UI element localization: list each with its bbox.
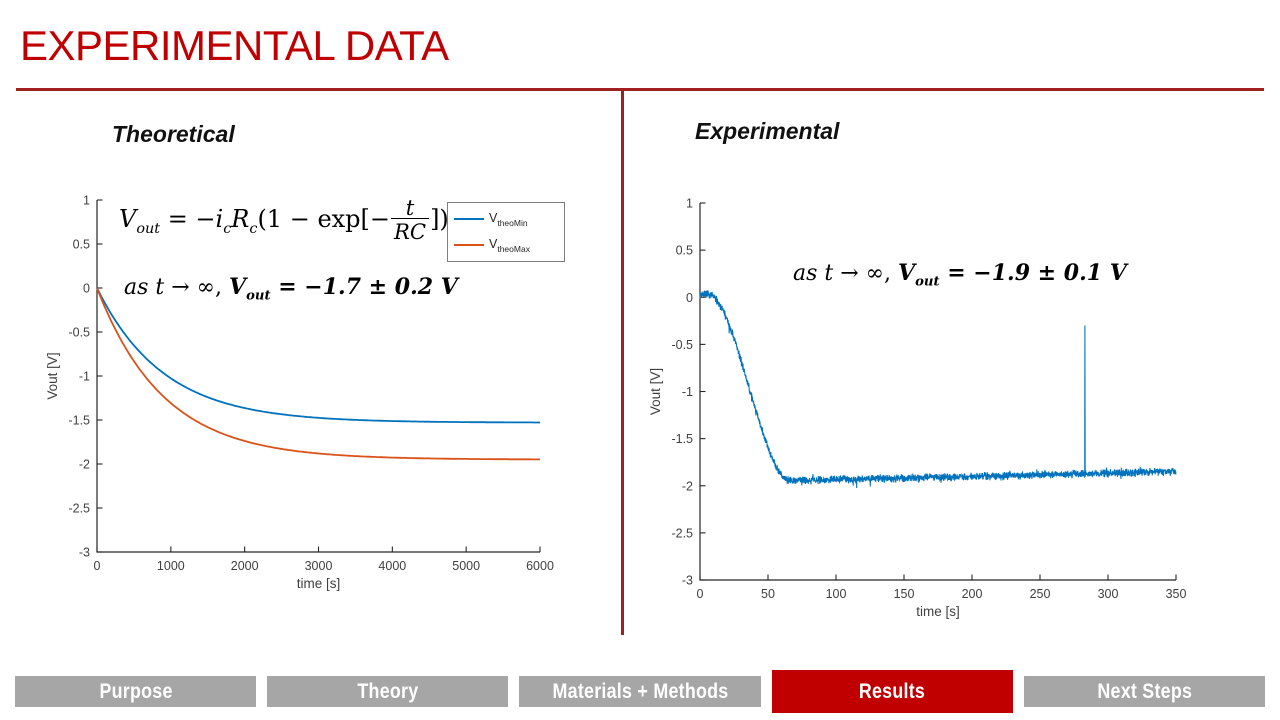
y-tick-label: -0.5 <box>68 326 90 340</box>
x-tick-label: 350 <box>1166 587 1187 601</box>
fraction: t RC <box>391 197 430 244</box>
experimental-asymptote-annotation: as t → ∞, Vout = −1.9 ± 0.1 V <box>793 260 1127 290</box>
legend-item-theomin: VtheoMin <box>448 206 564 232</box>
x-tick-label: 200 <box>962 587 983 601</box>
tab-label: Next Steps <box>1097 679 1192 703</box>
y-tick-label: 0.5 <box>73 238 90 252</box>
y-tick-label: -3 <box>79 546 90 560</box>
theoretical-asymptote-annotation: as t → ∞, Vout = −1.7 ± 0.2 V <box>124 274 458 304</box>
y-tick-label: -1 <box>682 385 693 399</box>
tab-label: Purpose <box>98 679 173 703</box>
x-tick-label: 1000 <box>157 559 185 573</box>
y-tick-label: -2.5 <box>68 502 90 516</box>
y-tick-label: 1 <box>83 194 90 208</box>
page-title: EXPERIMENTAL DATA <box>20 22 449 69</box>
legend-label: VtheoMin <box>489 210 528 228</box>
x-tick-label: 0 <box>697 587 704 601</box>
chart-canvas: 1 0.5 0 -0.5 -1 -1.5 -2 -2.5 -3 0 50 100 150 200 250 30… <box>648 197 1187 620</box>
y-axis-label: Vout [V] <box>45 352 60 399</box>
series-line-VtheoMax <box>96 287 540 461</box>
series-line-VtheoMin <box>96 287 540 424</box>
legend: VtheoMin VtheoMax <box>447 202 565 262</box>
y-tick-label: 0.5 <box>676 244 693 258</box>
tab-results[interactable]: Results <box>771 670 1013 713</box>
tab-next-steps[interactable]: Next Steps <box>1023 676 1266 707</box>
y-tick-label: -1.5 <box>671 432 693 446</box>
tab-label: Materials + Methods <box>552 679 728 703</box>
x-tick-label: 0 <box>94 559 101 573</box>
x-axis-label: time [s] <box>916 604 960 619</box>
bottom-nav: Purpose Theory Materials + Methods Results N… <box>15 670 1266 713</box>
series-line-Vexp <box>699 289 1177 489</box>
vout-equation: Vout = −icRc(1 − exp[− t RC]) <box>119 195 449 245</box>
y-tick-label: 1 <box>686 197 693 211</box>
legend-item-theomax: VtheoMax <box>448 232 564 258</box>
legend-label: VtheoMax <box>489 236 530 254</box>
y-tick-label: -3 <box>682 574 693 588</box>
experimental-plot: 1 0.5 0 -0.5 -1 -1.5 -2 -2.5 -3 0 50 100 150 200 250 30… <box>640 185 1220 633</box>
y-tick-label: 0 <box>83 282 90 296</box>
x-tick-label: 2000 <box>231 559 259 573</box>
x-tick-label: 4000 <box>378 559 406 573</box>
tab-label: Theory <box>357 679 419 703</box>
y-axis-label: Vout [V] <box>648 368 663 415</box>
y-tick-label: 0 <box>686 291 693 305</box>
legend-line <box>454 218 484 220</box>
theoretical-plot: 1 0.5 0 -0.5 -1 -1.5 -2 -2.5 -3 0 1000 2000 3000 4000… <box>40 185 620 600</box>
y-tick-label: -0.5 <box>671 338 693 352</box>
x-tick-label: 250 <box>1030 587 1051 601</box>
tab-label: Results <box>859 679 926 703</box>
theoretical-heading: Theoretical <box>112 121 235 147</box>
tab-purpose[interactable]: Purpose <box>15 676 257 707</box>
header-divider <box>16 88 1264 91</box>
experimental-heading: Experimental <box>695 118 840 144</box>
x-tick-label: 5000 <box>452 559 480 573</box>
legend-line <box>454 244 484 246</box>
y-tick-label: -1 <box>79 370 90 384</box>
tab-theory[interactable]: Theory <box>267 676 509 707</box>
y-tick-label: -2.5 <box>671 526 693 540</box>
x-tick-label: 100 <box>826 587 847 601</box>
x-tick-label: 150 <box>894 587 915 601</box>
y-tick-label: -2 <box>79 458 90 472</box>
y-tick-label: -2 <box>682 479 693 493</box>
tab-materials-methods[interactable]: Materials + Methods <box>519 676 761 707</box>
y-tick-label: -1.5 <box>68 414 90 428</box>
x-tick-label: 6000 <box>526 559 554 573</box>
x-tick-label: 3000 <box>305 559 333 573</box>
x-tick-label: 300 <box>1098 587 1119 601</box>
chart-canvas: 1 0.5 0 -0.5 -1 -1.5 -2 -2.5 -3 0 1000 2000 3000 4000… <box>45 194 554 592</box>
x-tick-label: 50 <box>761 587 775 601</box>
x-axis-label: time [s] <box>297 576 341 591</box>
vertical-divider <box>621 90 624 635</box>
